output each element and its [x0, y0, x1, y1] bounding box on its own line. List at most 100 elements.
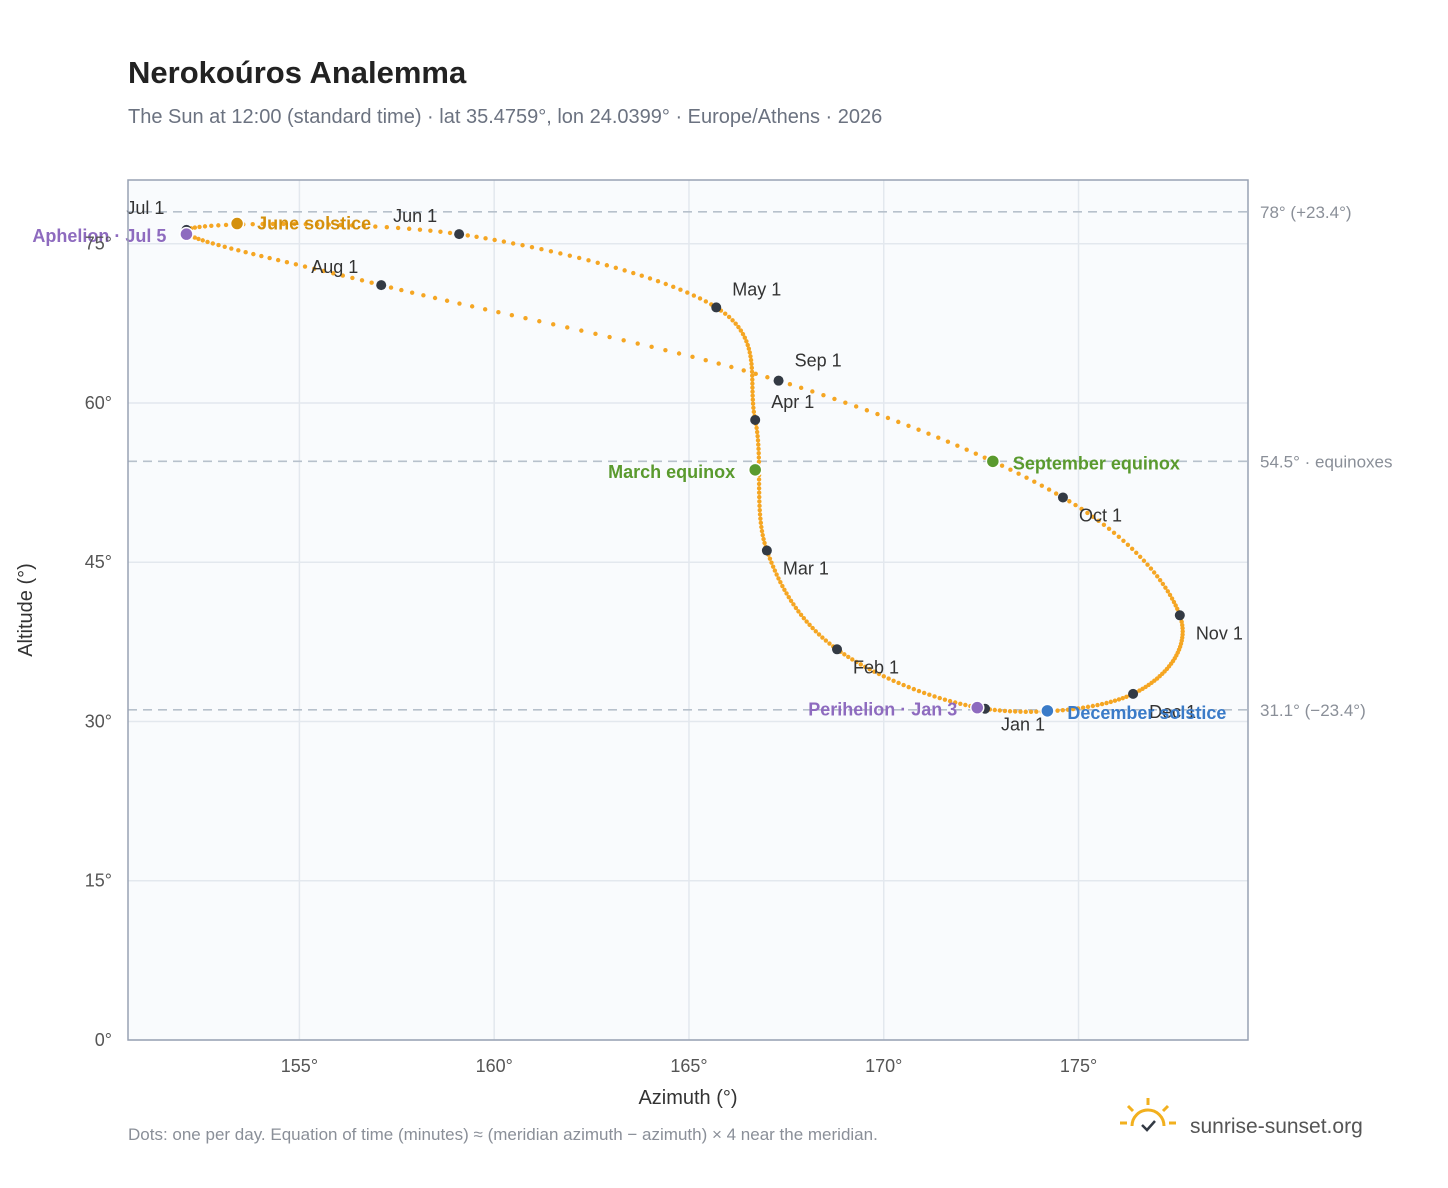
daily-sun-dot [755, 433, 760, 439]
daily-sun-dot [284, 260, 290, 265]
daily-sun-dot [447, 230, 453, 236]
daily-sun-dot [997, 708, 1002, 713]
daily-sun-dot [523, 315, 528, 321]
daily-sun-dot [1013, 709, 1018, 714]
daily-sun-dot [395, 225, 401, 231]
daily-sun-dot [756, 446, 761, 452]
daily-sun-dot [1163, 585, 1168, 590]
daily-sun-dot [772, 568, 778, 573]
month-marker [711, 302, 722, 313]
daily-sun-dot [678, 287, 683, 292]
daily-sun-dot [222, 244, 227, 249]
daily-sun-dot [685, 290, 690, 295]
daily-sun-dot [921, 690, 927, 696]
daily-sun-dot [593, 331, 598, 337]
daily-sun-dot [595, 260, 600, 265]
daily-sun-dot [501, 239, 507, 244]
x-tick-label: 165° [670, 1056, 707, 1076]
daily-sun-dot [858, 662, 863, 667]
daily-sun-dot [804, 619, 809, 624]
daily-sun-dot [801, 616, 807, 621]
daily-sun-dot [832, 396, 837, 402]
daily-sun-dot [292, 221, 297, 227]
daily-sun-dot [251, 251, 256, 257]
daily-sun-dot [749, 365, 755, 371]
daily-sun-dot [1124, 694, 1129, 699]
daily-sun-dot [703, 358, 708, 363]
daily-sun-dot [303, 221, 308, 227]
daily-sun-dot [1067, 499, 1072, 504]
daily-sun-dot [1157, 577, 1163, 583]
chart-title: Nerokoúros Analemma [128, 55, 467, 90]
daily-sun-dot [1165, 589, 1171, 594]
daily-sun-dot [754, 429, 760, 435]
daily-sun-dot [621, 338, 626, 343]
daily-sun-dot [748, 354, 753, 359]
daily-sun-dot [891, 678, 896, 683]
event-marker [179, 226, 194, 242]
daily-sun-dot [639, 273, 644, 278]
daily-sun-dot [751, 409, 757, 415]
daily-sun-dot [1169, 596, 1175, 601]
daily-sun-dot [438, 229, 443, 234]
daily-sun-dot [202, 224, 208, 229]
daily-sun-dot [896, 419, 901, 425]
daily-sun-dot [759, 524, 764, 530]
daily-sun-dot [350, 275, 355, 281]
plot-frame [127, 179, 1249, 1041]
daily-sun-dot [576, 255, 582, 261]
daily-sun-dot [223, 222, 229, 228]
daily-sun-dot [469, 304, 475, 309]
daily-sun-dot [942, 697, 948, 702]
daily-sun-dot [216, 223, 221, 228]
daily-sun-dot [901, 682, 906, 688]
daily-sun-dot [457, 301, 462, 306]
daily-sun-dot [482, 307, 488, 312]
daily-sun-dot [1155, 574, 1160, 579]
daily-sun-dot [748, 357, 754, 363]
daily-sun-dot [926, 431, 931, 436]
event-label: Perihelion · Jan 3 [808, 700, 957, 720]
daily-sun-dot [1125, 542, 1131, 548]
daily-sun-dot [428, 228, 433, 233]
daily-sun-dot [850, 657, 855, 662]
event-label: September equinox [1013, 453, 1180, 473]
daily-sun-dot [229, 246, 234, 251]
daily-sun-dot [275, 257, 281, 263]
daily-sun-dot [492, 237, 497, 243]
sun-logo-icon [1120, 1098, 1176, 1132]
daily-sun-dot [726, 314, 732, 320]
daily-sun-dot [1055, 708, 1060, 713]
daily-sun-dot [539, 246, 544, 252]
daily-sun-dot [784, 591, 789, 596]
daily-sun-dot [798, 385, 804, 391]
daily-sun-dot [1137, 554, 1143, 559]
month-marker [761, 545, 772, 556]
daily-sun-dot [872, 669, 877, 674]
daily-sun-dot [881, 674, 886, 679]
x-tick-label: 170° [865, 1056, 902, 1076]
event-marker [1040, 703, 1055, 719]
daily-sun-dot [816, 632, 822, 637]
daily-sun-dot [723, 311, 728, 316]
daily-sun-dot [1151, 570, 1157, 575]
daily-sun-dot [1120, 695, 1125, 701]
y-axis-label: Altitude (°) [15, 563, 37, 657]
daily-sun-dot [973, 451, 979, 456]
daily-sun-dot [444, 298, 450, 303]
daily-sun-dot [281, 221, 286, 227]
event-label: Aphelion · Jul 5 [32, 226, 166, 246]
daily-sun-dot [756, 481, 762, 487]
month-label: Sep 1 [795, 351, 842, 371]
daily-sun-dot [1108, 699, 1114, 705]
month-marker [750, 414, 761, 425]
daily-sun-dot [759, 528, 765, 534]
daily-sun-dot [551, 322, 556, 327]
axis-ticks: 155° 160° 165° 170° 175° 0° 15° 30° 45° 60° 75° [85, 234, 1097, 1076]
month-label: Apr 1 [771, 392, 814, 412]
daily-sun-dot [750, 393, 755, 398]
y-tick-label: 75° [85, 234, 112, 254]
daily-sun-dot [465, 233, 470, 238]
event-marker [747, 462, 763, 478]
daily-sun-dot [958, 701, 963, 706]
